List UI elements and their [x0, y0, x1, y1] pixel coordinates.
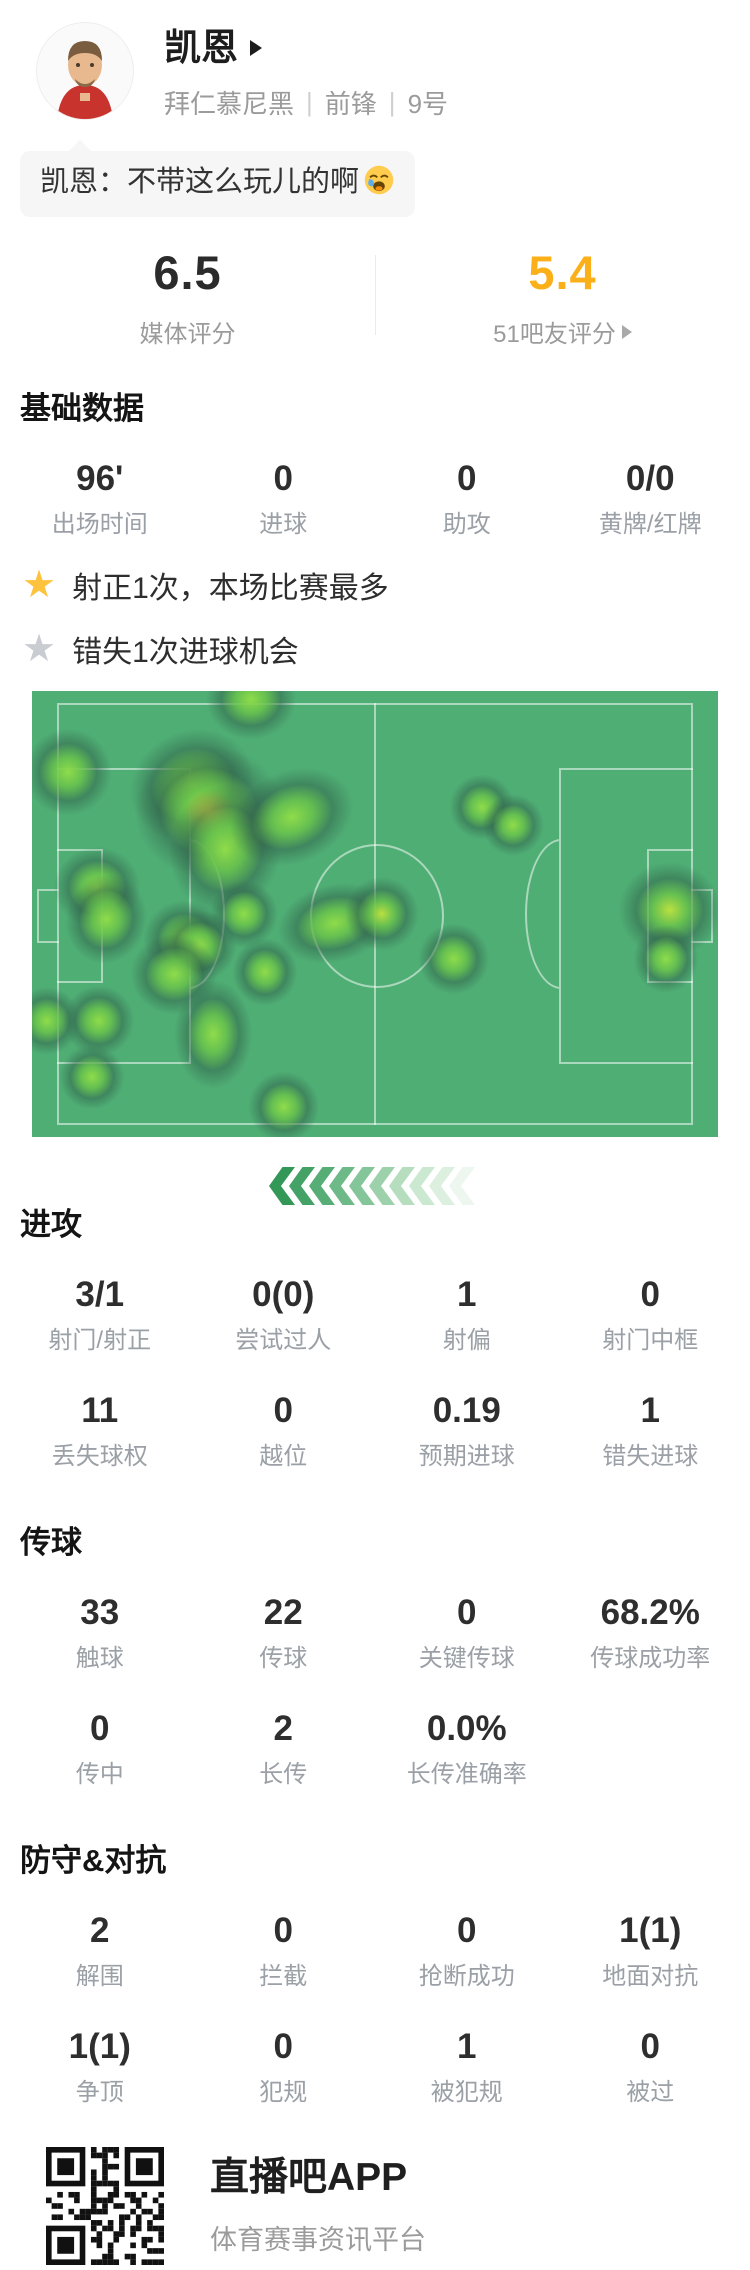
stat-dribbled-past: 0 被过 — [626, 2027, 675, 2106]
star-icon: ★ — [22, 628, 57, 670]
section-title-basic: 基础数据 — [20, 391, 144, 426]
section-title-attack: 进攻 — [20, 1207, 82, 1242]
player-name-row[interactable]: 凯恩 — [164, 26, 448, 70]
star-icon: ★ — [22, 564, 57, 606]
stat-interceptions: 0 拦截 — [259, 1911, 308, 1990]
stat-offsides: 0 越位 — [259, 1391, 308, 1470]
ratings-divider — [375, 255, 376, 335]
player-photo — [37, 23, 133, 119]
stat-minutes: 96' 出场时间 — [51, 459, 148, 538]
footer-info: 直播吧APP 体育赛事资讯平台 — [210, 2156, 426, 2256]
quote-section: 凯恩：不带这么玩儿的啊 — [0, 140, 750, 217]
pitch-penalty-box-right — [559, 768, 693, 1064]
basic-stats-grid: 96' 出场时间 0 进球 0 助攻 0/0 黄牌/红牌 — [0, 459, 750, 539]
media-rating-label: 媒体评分 — [139, 321, 236, 348]
team-name: 拜仁慕尼黑 — [164, 89, 295, 119]
qr-code — [46, 2147, 164, 2265]
ratings-section: 6.5 媒体评分 5.4 51吧友评分 — [0, 247, 750, 349]
stat-xg: 0.19 预期进球 — [418, 1391, 515, 1470]
player-heatmap-pitch — [32, 691, 718, 1137]
stat-cards: 0/0 黄牌/红牌 — [598, 459, 702, 538]
quote-bubble: 凯恩：不带这么玩儿的啊 — [20, 140, 416, 217]
crying-face-emoji — [363, 164, 395, 204]
stat-assists: 0 助攻 — [442, 459, 491, 538]
stat-shots: 3/1 射门/射正 — [48, 1275, 152, 1354]
pitch-center-circle — [310, 844, 444, 988]
fans-rating-link[interactable]: 51吧友评分 — [375, 314, 750, 349]
player-header: 凯恩 拜仁慕尼黑 | 前锋 | 9号 — [0, 0, 750, 121]
pitch-goal-left — [37, 889, 59, 943]
attack-stats-grid: 3/1 射门/射正 0(0) 尝试过人 1 射偏 0 射门中框 11 丢失球权 0 越位 0… — [0, 1275, 750, 1471]
fans-rating-value: 5.4 — [528, 246, 597, 299]
app-footer: 直播吧APP 体育赛事资讯平台 — [0, 2147, 750, 2265]
player-info: 凯恩 拜仁慕尼黑 | 前锋 | 9号 — [164, 22, 448, 121]
stat-big-chance-missed: 1 错失进球 — [602, 1391, 699, 1470]
player-number: 9号 — [407, 89, 449, 119]
pitch-six-yard-box-right — [647, 849, 693, 983]
pitch-goal-right — [691, 889, 713, 943]
pitch-penalty-arc-right — [523, 839, 559, 989]
stat-crosses: 0 传中 — [75, 1709, 124, 1788]
stat-possession-lost: 11 丢失球权 — [51, 1391, 148, 1470]
defense-stats-grid: 2 解围 0 拦截 0 抢断成功 1(1) 地面对抗 1(1) 争顶 0 犯规 1 被犯规 0… — [0, 1911, 750, 2107]
stat-ground-duels: 1(1) 地面对抗 — [602, 1911, 699, 1990]
player-meta: 拜仁慕尼黑 | 前锋 | 9号 — [164, 84, 448, 121]
stat-dribbles: 0(0) 尝试过人 — [235, 1275, 332, 1354]
stat-clearances: 2 解围 — [75, 1911, 124, 1990]
stat-key-passes: 0 关键传球 — [418, 1593, 515, 1672]
app-name: 直播吧APP — [210, 2156, 408, 2199]
stat-shots-off: 1 射偏 — [442, 1275, 491, 1354]
media-rating-value: 6.5 — [153, 246, 222, 299]
passing-stats-grid: 33 触球 22 传球 0 关键传球 68.2% 传球成功率 0 传中 2 长传 0.0% 长… — [0, 1593, 750, 1789]
player-position: 前锋 — [324, 89, 377, 119]
highlight-row: ★ 射正1次，本场比赛最多 — [22, 564, 389, 606]
stat-touches: 33 触球 — [75, 1593, 124, 1672]
section-title-passing: 传球 — [20, 1525, 82, 1560]
left-chevron-icon — [449, 1167, 475, 1205]
stat-aerial-duels: 1(1) 争顶 — [68, 2027, 131, 2106]
player-avatar — [36, 22, 134, 120]
stat-goals: 0 进球 — [259, 459, 308, 538]
quote-text: 凯恩：不带这么玩儿的啊 — [40, 166, 360, 198]
separator: | — [306, 87, 313, 117]
player-name: 凯恩 — [164, 27, 238, 68]
highlights: ★ 射正1次，本场比赛最多 ★ 错失1次进球机会 — [0, 563, 750, 671]
stat-tackles: 0 抢断成功 — [418, 1911, 515, 1990]
app-tagline: 体育赛事资讯平台 — [210, 2225, 426, 2255]
highlight-row: ★ 错失1次进球机会 — [22, 628, 299, 670]
pitch-six-yard-box-left — [57, 849, 103, 983]
stat-fouls: 0 犯规 — [259, 2027, 308, 2106]
media-rating: 6.5 媒体评分 — [0, 247, 375, 349]
stat-fouled: 1 被犯规 — [430, 2027, 503, 2106]
pitch-penalty-arc-left — [191, 839, 227, 989]
stat-passes: 22 传球 — [259, 1593, 308, 1672]
stat-empty — [559, 1709, 743, 1789]
separator: | — [388, 87, 396, 117]
stat-long-ball-accuracy: 0.0% 长传准确率 — [406, 1709, 527, 1788]
section-title-defense: 防守&对抗 — [20, 1843, 167, 1878]
stat-long-balls: 2 长传 — [259, 1709, 308, 1788]
chevron-right-icon — [250, 40, 262, 56]
chevron-right-icon — [621, 324, 632, 339]
stat-woodwork: 0 射门中框 — [602, 1275, 699, 1354]
stat-pass-accuracy: 68.2% 传球成功率 — [590, 1593, 711, 1672]
attack-direction-chevrons — [0, 1165, 750, 1207]
fans-rating: 5.4 51吧友评分 — [375, 247, 750, 349]
